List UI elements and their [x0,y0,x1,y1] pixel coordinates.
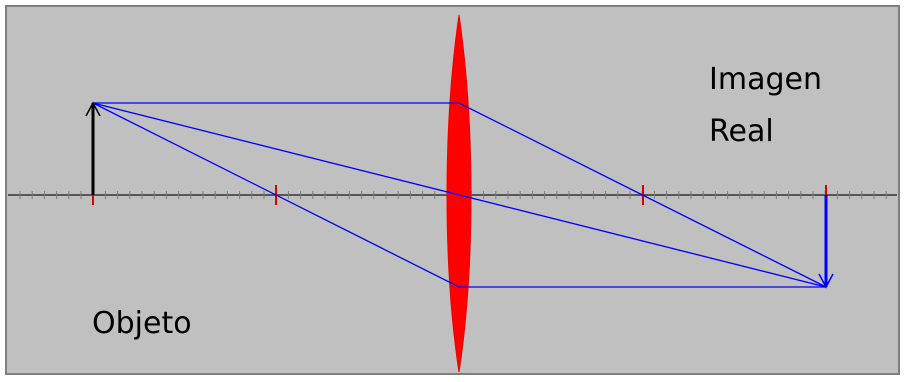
focal-ray [92,102,826,288]
image-arrow [818,195,834,289]
object-label: Objeto [92,306,192,341]
image-label-line2: Real [709,114,774,149]
object-arrow-head [85,101,101,117]
image-label-line1: Imagen [709,62,822,97]
object-arrow [85,101,101,195]
light-rays [92,102,827,288]
central-ray [92,102,827,288]
parallel-ray [93,102,827,288]
converging-lens [446,14,472,373]
image-arrow-head [818,273,834,289]
axis-ticks [19,191,887,199]
